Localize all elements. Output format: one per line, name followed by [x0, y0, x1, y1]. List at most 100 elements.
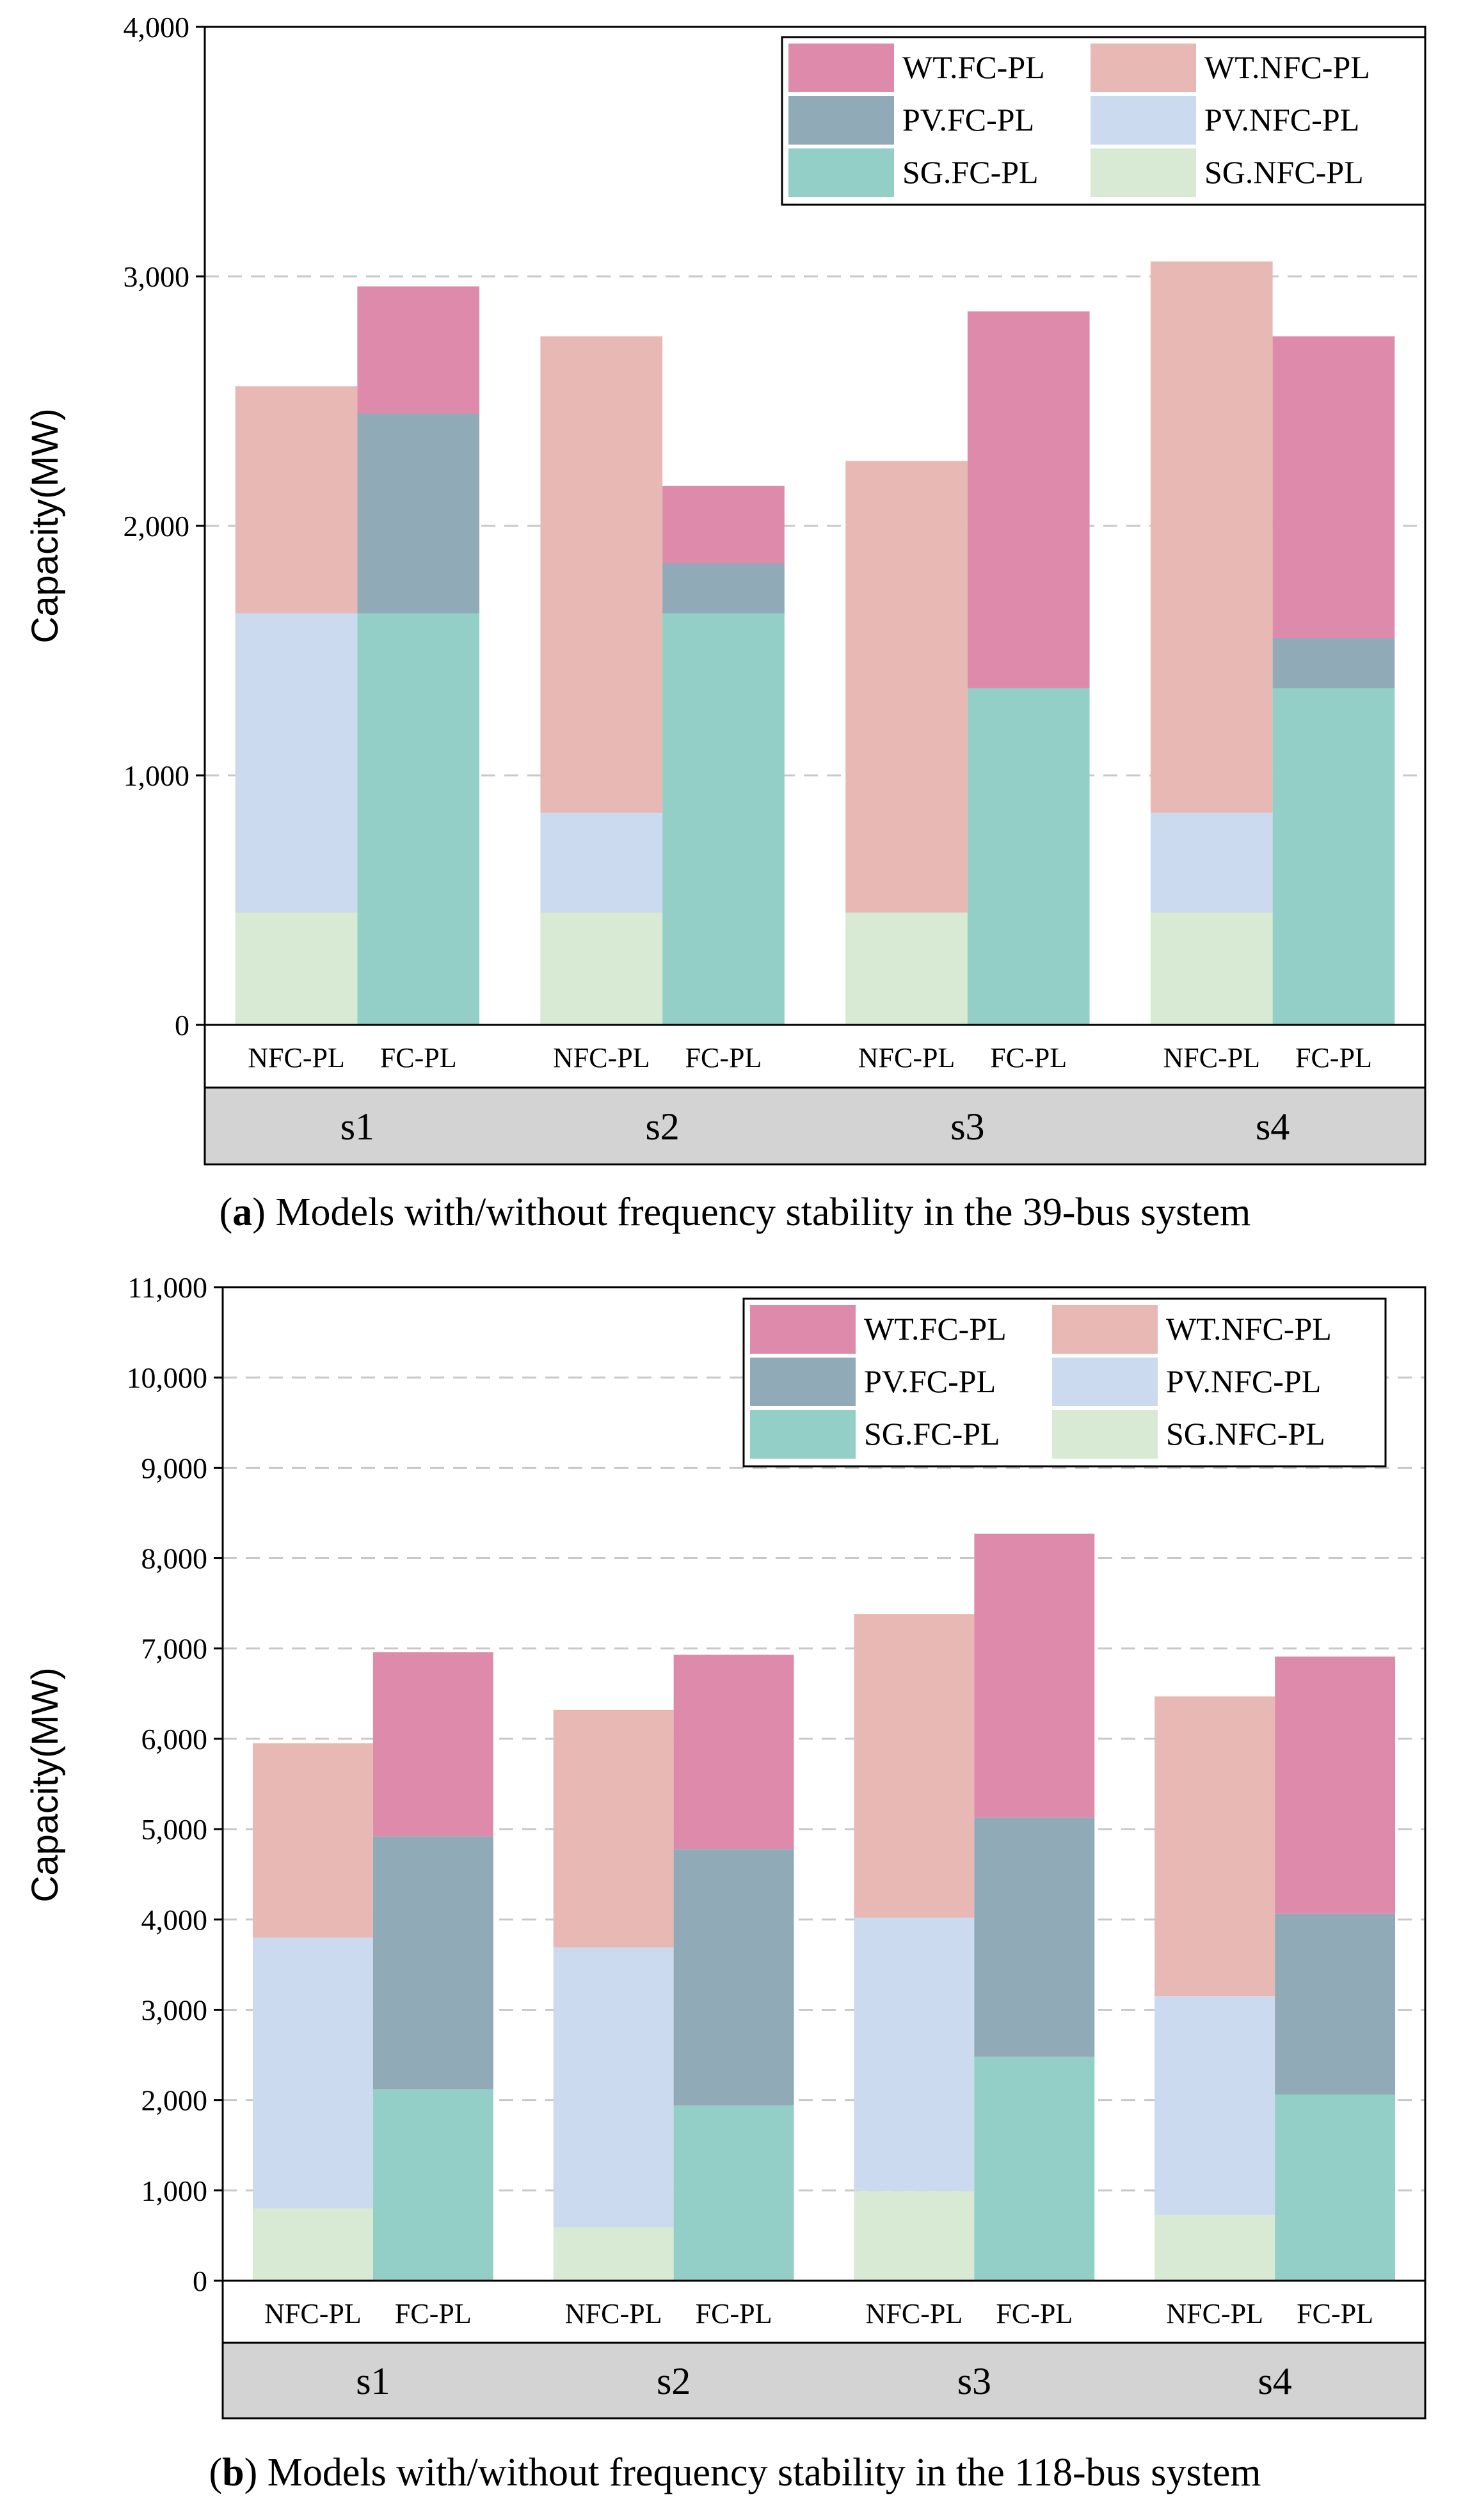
bar-segment-wt-s1-fc-pl — [372, 1652, 493, 1837]
bar-segment-wt-s2-nfc-pl — [540, 336, 663, 813]
bar-segment-wt-s3-fc-pl — [967, 311, 1090, 688]
bar-segment-pv-s4-nfc-pl — [1154, 1996, 1275, 2215]
legend-label: SG.NFC-PL — [1204, 154, 1364, 190]
category-label: FC-PL — [380, 1042, 457, 1074]
bar-segment-pv-s2-fc-pl — [673, 1849, 794, 2106]
group-band — [221, 2342, 1426, 2420]
category-label: NFC-PL — [858, 1042, 955, 1074]
group-band — [204, 1086, 1426, 1166]
bar-segment-sg-s4-fc-pl — [1272, 688, 1395, 1025]
bar-segment-wt-s1-nfc-pl — [235, 386, 358, 614]
bar-segment-wt-s3-nfc-pl — [845, 461, 968, 913]
y-tick-label: 6,000 — [141, 1723, 208, 1755]
y-tick-label: 0 — [175, 1009, 189, 1042]
bar-segment-sg-s3-nfc-pl — [845, 912, 968, 1025]
y-tick-label: 5,000 — [141, 1813, 208, 1846]
y-tick-label: 2,000 — [141, 2084, 208, 2117]
group-label-s3: s3 — [950, 1105, 984, 1148]
bar-segment-pv-s2-nfc-pl — [553, 1947, 674, 2228]
legend-label: SG.NFC-PL — [1166, 1416, 1325, 1452]
category-label: NFC-PL — [1166, 2298, 1263, 2329]
legend-swatch-wt-fc-pl — [788, 44, 894, 92]
y-tick-label: 9,000 — [141, 1452, 208, 1484]
bar-segment-pv-s2-nfc-pl — [540, 812, 663, 913]
bar-segment-pv-s1-fc-pl — [372, 1836, 493, 2089]
y-tick-label: 1,000 — [141, 2175, 208, 2207]
category-label: NFC-PL — [264, 2298, 362, 2329]
bar-segment-wt-s3-nfc-pl — [854, 1614, 975, 1918]
y-tick-label: 7,000 — [141, 1633, 208, 1665]
bar-segment-sg-s1-nfc-pl — [252, 2208, 373, 2281]
bar-segment-wt-s2-fc-pl — [673, 1654, 794, 1850]
y-axis-label: Capacity(MW) — [24, 1667, 66, 1902]
category-label: NFC-PL — [248, 1042, 345, 1074]
bar-segment-sg-s4-fc-pl — [1275, 2095, 1396, 2281]
legend-label: PV.NFC-PL — [1204, 102, 1359, 138]
legend-label: PV.NFC-PL — [1166, 1363, 1321, 1399]
bar-segment-sg-s4-nfc-pl — [1154, 2214, 1275, 2281]
y-tick-label: 4,000 — [124, 11, 190, 44]
bar-segment-wt-s1-fc-pl — [357, 286, 480, 414]
legend-swatch-sg-nfc-pl — [1091, 148, 1196, 197]
group-label-s1: s1 — [340, 1105, 374, 1148]
bar-segment-sg-s3-fc-pl — [974, 2056, 1095, 2281]
category-label: FC-PL — [990, 1042, 1067, 1074]
bar-segment-wt-s4-nfc-pl — [1150, 261, 1273, 813]
bar-segment-pv-s4-nfc-pl — [1150, 812, 1273, 913]
legend-swatch-wt-nfc-pl — [1052, 1305, 1158, 1354]
bar-segment-sg-s1-nfc-pl — [235, 912, 358, 1025]
legend-swatch-sg-fc-pl — [788, 148, 894, 197]
bar-segment-wt-s2-fc-pl — [662, 486, 785, 564]
group-label-s1: s1 — [356, 2360, 390, 2402]
group-label-s4: s4 — [1256, 1105, 1290, 1148]
y-tick-label: 1,000 — [124, 759, 190, 792]
group-label-s2: s2 — [645, 1105, 679, 1148]
legend-label: WT.NFC-PL — [1204, 49, 1370, 85]
category-label: FC-PL — [696, 2298, 772, 2329]
legend-swatch-pv-nfc-pl — [1052, 1358, 1158, 1406]
bar-segment-sg-s4-nfc-pl — [1150, 912, 1273, 1025]
bar-segment-wt-s3-fc-pl — [974, 1533, 1095, 1818]
category-label: FC-PL — [1295, 1042, 1372, 1074]
category-label: FC-PL — [1297, 2298, 1373, 2329]
bar-segment-pv-s4-fc-pl — [1272, 638, 1395, 688]
legend-swatch-sg-fc-pl — [750, 1410, 856, 1459]
bar-segment-pv-s3-fc-pl — [974, 1817, 1095, 2057]
y-tick-label: 4,000 — [141, 1903, 208, 1936]
group-label-s3: s3 — [957, 2360, 991, 2402]
bar-segment-pv-s2-fc-pl — [662, 563, 785, 614]
legend-label: SG.FC-PL — [864, 1416, 1000, 1452]
group-label-s4: s4 — [1258, 2360, 1291, 2402]
y-tick-label: 10,000 — [127, 1361, 208, 1394]
y-tick-label: 11,000 — [127, 1271, 207, 1304]
legend-swatch-pv-fc-pl — [788, 96, 894, 145]
bar-segment-pv-s1-fc-pl — [357, 413, 480, 614]
bar-segment-sg-s2-fc-pl — [662, 613, 785, 1025]
bar-segment-wt-s4-fc-pl — [1275, 1656, 1396, 1914]
bar-segment-wt-s4-nfc-pl — [1154, 1696, 1275, 1997]
category-label: NFC-PL — [866, 2298, 963, 2329]
bar-segment-sg-s3-fc-pl — [967, 688, 1090, 1025]
bar-segment-pv-s3-nfc-pl — [854, 1917, 975, 2192]
bar-segment-sg-s1-fc-pl — [357, 613, 480, 1025]
y-axis-label: Capacity(MW) — [24, 408, 66, 643]
category-label: NFC-PL — [553, 1042, 650, 1074]
figure-caption: (a) Models with/without frequency stabil… — [220, 1191, 1251, 1234]
bar-segment-wt-s2-nfc-pl — [553, 1709, 674, 1948]
legend-label: SG.FC-PL — [902, 154, 1039, 190]
bar-segment-wt-s1-nfc-pl — [252, 1743, 373, 1938]
y-tick-label: 2,000 — [124, 510, 190, 543]
legend-swatch-sg-nfc-pl — [1052, 1410, 1158, 1459]
legend-label: PV.FC-PL — [902, 102, 1034, 138]
bar-segment-sg-s1-fc-pl — [372, 2089, 493, 2281]
panel-b-118-bus: NFC-PL FC-PL NFC-PL FC-PL NFC-PL FC-PL NFC-PL F… — [24, 1271, 1426, 2494]
category-label: FC-PL — [395, 2298, 472, 2329]
bar-segment-sg-s2-fc-pl — [673, 2105, 794, 2281]
category-label: NFC-PL — [565, 2298, 662, 2329]
group-label-s2: s2 — [657, 2360, 691, 2402]
legend-swatch-wt-nfc-pl — [1091, 44, 1196, 92]
bar-segment-pv-s1-nfc-pl — [252, 1937, 373, 2209]
legend-label: WT.FC-PL — [864, 1311, 1007, 1347]
figure-caption: (b) Models with/without frequency stabil… — [209, 2451, 1261, 2494]
